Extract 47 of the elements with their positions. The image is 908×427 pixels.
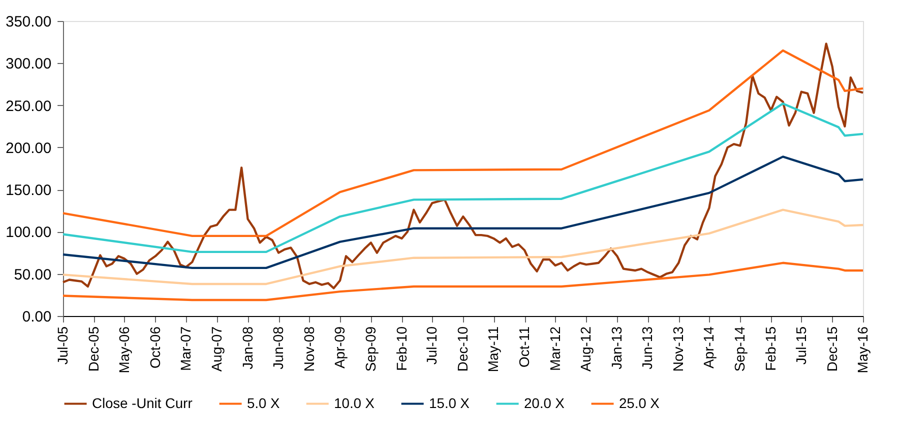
x-tick-label: Oct-06 <box>146 326 163 369</box>
x-tick-label: Jul-05 <box>54 326 70 365</box>
x-tick-label: Apr-09 <box>331 326 348 369</box>
x-tick-label: Dec-10 <box>454 326 471 372</box>
y-tick-label: 300.00 <box>6 56 52 73</box>
y-tick-label: 350.00 <box>6 14 52 30</box>
x-tick-label: Apr-14 <box>700 326 717 369</box>
line-series <box>62 262 864 302</box>
x-tick-label: Jun-13 <box>639 326 656 370</box>
x-tick-label: Sep-14 <box>732 326 748 372</box>
x-tick-label: Jun-08 <box>270 326 286 370</box>
x-tick-label: Jan-13 <box>608 326 625 370</box>
x-tick-label: Jul-10 <box>424 326 440 365</box>
legend-label: 10.0 X <box>334 394 376 411</box>
x-tick-label: Sep-09 <box>362 326 378 372</box>
x-tick-label: May-11 <box>485 326 502 372</box>
legend-label: Close -Unit Curr <box>92 394 193 411</box>
y-tick-label: 50.00 <box>14 266 52 284</box>
x-tick-label: May-06 <box>116 326 132 374</box>
x-tick-label: Feb-15 <box>762 326 779 371</box>
y-tick-label: 250.00 <box>6 98 52 115</box>
x-tick-label: Nov-08 <box>300 326 317 372</box>
legend-label: 15.0 X <box>429 394 470 411</box>
y-tick-label: 150.00 <box>6 182 52 200</box>
x-tick-label: Dec-15 <box>824 326 840 372</box>
line-series <box>62 208 864 286</box>
x-tick-label: Mar-12 <box>546 326 563 371</box>
line-series <box>62 156 864 270</box>
legend-label: 5.0 X <box>247 394 280 411</box>
x-tick-label: Dec-05 <box>85 326 102 372</box>
line-series <box>62 49 864 238</box>
x-tick-label: Jan-08 <box>239 326 256 370</box>
x-tick-label: Mar-07 <box>177 326 194 371</box>
line-series <box>62 42 864 290</box>
x-tick-label: Nov-13 <box>670 326 686 372</box>
x-tick-label: Feb-10 <box>393 326 410 371</box>
y-tick-label: 0.00 <box>22 308 52 326</box>
x-tick-label: Jul-15 <box>792 326 809 365</box>
legend-label: 20.0 X <box>524 394 566 411</box>
y-tick-label: 100.00 <box>6 224 52 242</box>
legend-label: 25.0 X <box>619 394 660 411</box>
x-tick-label: May-16 <box>854 326 870 374</box>
y-tick-label: 200.00 <box>6 140 52 157</box>
x-tick-label: Aug-12 <box>578 326 594 372</box>
x-tick-label: Aug-07 <box>208 326 224 372</box>
line-series <box>62 102 864 254</box>
x-tick-label: Oct-11 <box>516 326 532 368</box>
